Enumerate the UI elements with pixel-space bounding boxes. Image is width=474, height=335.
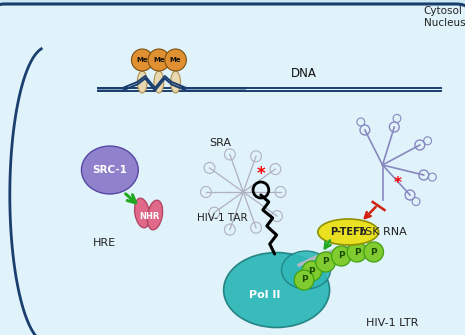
Text: P: P xyxy=(301,275,307,284)
Ellipse shape xyxy=(154,71,164,93)
Circle shape xyxy=(316,252,336,272)
Text: Me: Me xyxy=(170,57,182,63)
Text: HIV-1 LTR: HIV-1 LTR xyxy=(366,318,419,328)
Text: HIV-1 TAR: HIV-1 TAR xyxy=(197,213,247,223)
Ellipse shape xyxy=(147,200,163,230)
Text: DNA: DNA xyxy=(291,67,317,80)
Text: Cytosol: Cytosol xyxy=(424,6,463,16)
Ellipse shape xyxy=(171,71,181,93)
Ellipse shape xyxy=(137,71,147,93)
Text: P-TEFb: P-TEFb xyxy=(330,227,366,237)
Text: SRC-1: SRC-1 xyxy=(92,165,128,175)
Text: Me: Me xyxy=(153,57,164,63)
Text: *: * xyxy=(393,176,401,191)
Circle shape xyxy=(148,49,170,71)
Ellipse shape xyxy=(135,198,150,228)
Ellipse shape xyxy=(318,219,379,245)
Circle shape xyxy=(294,270,314,290)
Circle shape xyxy=(331,246,351,266)
Text: P: P xyxy=(322,258,329,267)
Text: Nucleus: Nucleus xyxy=(424,18,465,28)
Circle shape xyxy=(131,49,153,71)
Text: SRA: SRA xyxy=(210,138,232,148)
Text: *: * xyxy=(256,165,265,183)
Text: P: P xyxy=(370,248,377,257)
Ellipse shape xyxy=(224,253,329,328)
Text: P: P xyxy=(309,267,315,275)
Text: P: P xyxy=(354,248,360,257)
Circle shape xyxy=(347,242,367,262)
Text: Me: Me xyxy=(137,57,148,63)
Text: P: P xyxy=(338,252,345,261)
Circle shape xyxy=(165,49,186,71)
Text: Pol II: Pol II xyxy=(249,290,281,300)
FancyBboxPatch shape xyxy=(0,4,474,335)
Text: HRE: HRE xyxy=(93,238,116,248)
Ellipse shape xyxy=(82,146,138,194)
Text: 7SK RNA: 7SK RNA xyxy=(358,227,407,237)
Circle shape xyxy=(302,261,322,281)
Ellipse shape xyxy=(282,251,330,289)
Text: NHR: NHR xyxy=(139,211,159,220)
Circle shape xyxy=(364,242,383,262)
